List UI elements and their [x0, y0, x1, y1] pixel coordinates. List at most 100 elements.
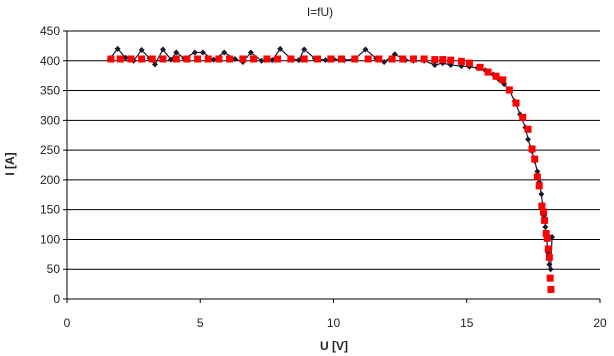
square-point	[194, 55, 202, 63]
y-axis-title: I [A]	[3, 152, 17, 175]
diamond-point	[191, 49, 198, 56]
series-line-diamond	[106, 45, 556, 273]
square-point	[531, 155, 539, 163]
diamond-point	[525, 136, 532, 143]
square-point	[544, 245, 552, 253]
square-point	[547, 285, 555, 293]
square-point	[484, 68, 492, 76]
diamond-point	[122, 54, 129, 61]
square-point	[409, 55, 417, 63]
y-tick-label: 300	[40, 113, 60, 127]
square-point	[499, 76, 507, 84]
square-point	[447, 56, 455, 64]
series-line	[109, 47, 553, 270]
y-tick-label: 200	[40, 173, 60, 187]
diamond-point	[231, 55, 238, 62]
diamond-point	[538, 191, 545, 198]
square-point	[540, 208, 548, 216]
diamond-point	[381, 58, 388, 65]
square-point	[287, 55, 295, 63]
square-point	[300, 55, 308, 63]
diamond-point	[138, 47, 145, 54]
square-point	[327, 55, 335, 63]
square-point	[148, 55, 156, 63]
square-point	[274, 55, 282, 63]
square-point	[505, 86, 513, 94]
y-tick-label: 400	[40, 54, 60, 68]
square-point	[183, 55, 191, 63]
square-point	[528, 145, 536, 153]
square-point	[107, 55, 115, 63]
square-point	[545, 253, 553, 261]
gridlines	[67, 30, 600, 270]
square-point	[263, 55, 271, 63]
x-tick-label: 15	[460, 316, 474, 330]
y-tick-label: 250	[40, 143, 60, 157]
square-point	[138, 55, 146, 63]
y-tick-label: 0	[53, 292, 60, 306]
diamond-point	[322, 57, 329, 64]
square-point	[542, 229, 550, 237]
square-point	[172, 55, 180, 63]
diamond-point	[447, 61, 454, 68]
square-point	[239, 55, 247, 63]
diamond-point	[542, 223, 549, 230]
square-point	[546, 274, 554, 282]
square-point	[337, 55, 345, 63]
axes	[63, 30, 601, 303]
chart-title: I=fU)	[307, 5, 333, 19]
square-point	[226, 55, 234, 63]
diamond-point	[362, 46, 369, 53]
diamond-point	[210, 56, 217, 63]
square-point	[351, 55, 359, 63]
x-axis-title: U [V]	[320, 339, 348, 353]
square-point	[204, 55, 212, 63]
square-point	[541, 216, 549, 224]
square-point	[533, 173, 541, 181]
diamond-point	[151, 61, 158, 68]
diamond-point	[546, 261, 553, 268]
square-point	[535, 182, 543, 190]
square-point	[431, 56, 439, 64]
square-point	[519, 113, 527, 121]
square-point	[492, 72, 500, 80]
square-point	[250, 55, 258, 63]
square-point	[465, 59, 473, 67]
y-tick-label: 50	[47, 262, 61, 276]
square-point	[524, 125, 532, 133]
square-point	[476, 63, 484, 71]
y-tick-label: 350	[40, 84, 60, 98]
square-point	[439, 56, 447, 64]
diamond-point	[167, 56, 174, 63]
diamond-point	[221, 49, 228, 56]
square-point	[512, 99, 520, 107]
square-point	[375, 55, 383, 63]
square-point	[457, 57, 465, 65]
x-tick-label: 10	[327, 316, 341, 330]
x-tick-label: 20	[593, 316, 607, 330]
square-point	[314, 55, 322, 63]
diamond-point	[466, 63, 473, 70]
square-point	[159, 55, 167, 63]
diamond-point	[173, 49, 180, 56]
diamond-point	[247, 49, 254, 56]
square-point	[543, 234, 551, 242]
y-tick-label: 450	[40, 24, 60, 38]
square-point	[399, 55, 407, 63]
square-point	[127, 55, 135, 63]
square-point	[538, 202, 546, 210]
diamond-point	[534, 168, 541, 175]
square-point	[215, 55, 223, 63]
series-red-squares	[107, 55, 555, 293]
square-point	[364, 55, 372, 63]
square-point	[420, 55, 428, 63]
diamond-point	[301, 46, 308, 53]
tick-labels: 0 50 100 150 200 250 300 350 400 450 0 5 10 15 20	[40, 24, 607, 330]
diamond-point	[269, 57, 276, 64]
diamond-point	[258, 57, 265, 64]
square-point	[116, 55, 124, 63]
diamond-point	[547, 266, 554, 273]
diamond-point	[431, 61, 438, 68]
